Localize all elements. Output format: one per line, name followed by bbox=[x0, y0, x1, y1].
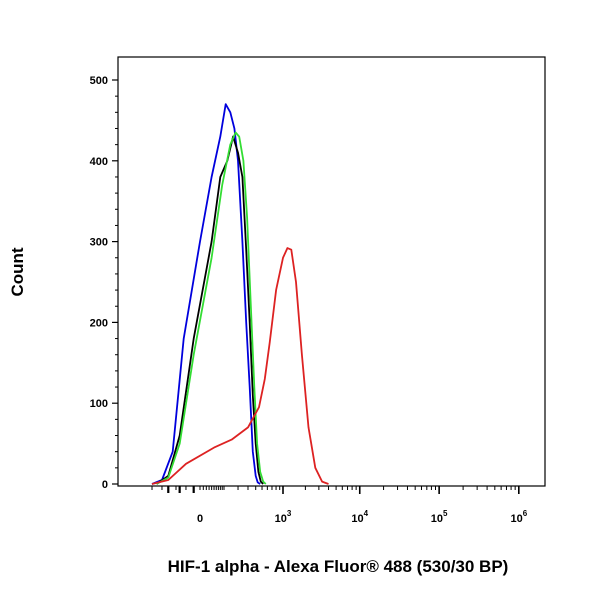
x-tick-label: 106 bbox=[510, 509, 527, 525]
y-tick-label: 300 bbox=[90, 237, 108, 249]
x-tick-label: 105 bbox=[431, 509, 448, 525]
y-tick-label: 500 bbox=[90, 75, 108, 87]
x-tick-label: 104 bbox=[351, 509, 368, 525]
y-axis: 0 100 200 300 400 500 bbox=[90, 75, 118, 491]
y-tick-label: 100 bbox=[90, 398, 108, 410]
y-tick-label: 400 bbox=[90, 156, 108, 168]
x-axis: 103 104 105 106 0 bbox=[151, 486, 528, 525]
histogram-series-1 bbox=[156, 135, 264, 485]
y-tick-label: 200 bbox=[90, 317, 108, 329]
y-axis-title: Count bbox=[8, 247, 27, 296]
histogram-series-2 bbox=[156, 131, 267, 485]
y-tick-label: 0 bbox=[102, 479, 108, 491]
series-layer bbox=[151, 103, 329, 485]
x-tick-label: 103 bbox=[275, 509, 292, 525]
plot-frame bbox=[117, 56, 546, 487]
histogram-series-3 bbox=[151, 247, 329, 485]
histogram-series-0 bbox=[151, 103, 261, 485]
x-tick-label-zero: 0 bbox=[197, 513, 203, 525]
x-axis-title: HIF-1 alpha - Alexa Fluor® 488 (530/30 B… bbox=[168, 557, 509, 576]
